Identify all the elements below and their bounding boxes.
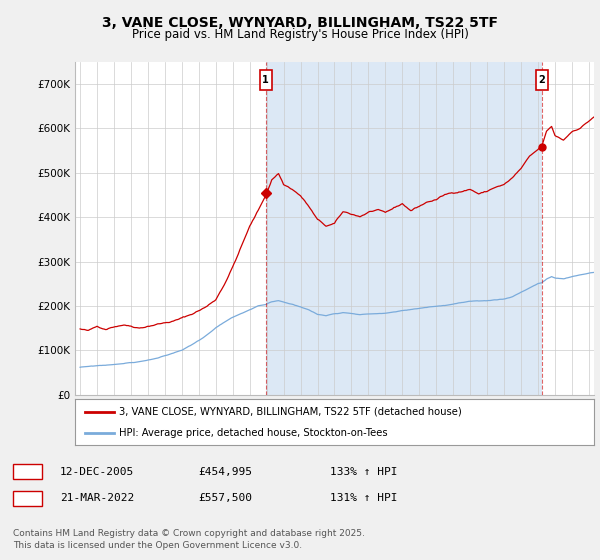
- Text: 131% ↑ HPI: 131% ↑ HPI: [330, 493, 398, 503]
- Bar: [266, 62, 542, 395]
- Text: 3, VANE CLOSE, WYNYARD, BILLINGHAM, TS22 5TF (detached house): 3, VANE CLOSE, WYNYARD, BILLINGHAM, TS22…: [119, 407, 462, 417]
- Text: 1: 1: [24, 466, 31, 477]
- FancyBboxPatch shape: [260, 70, 272, 90]
- Text: 1: 1: [262, 75, 269, 85]
- Text: 2: 2: [538, 75, 545, 85]
- Text: £454,995: £454,995: [198, 466, 252, 477]
- Text: £557,500: £557,500: [198, 493, 252, 503]
- Text: HPI: Average price, detached house, Stockton-on-Tees: HPI: Average price, detached house, Stoc…: [119, 428, 388, 438]
- FancyBboxPatch shape: [536, 70, 548, 90]
- Text: Contains HM Land Registry data © Crown copyright and database right 2025.
This d: Contains HM Land Registry data © Crown c…: [13, 529, 365, 550]
- Text: 133% ↑ HPI: 133% ↑ HPI: [330, 466, 398, 477]
- Text: 21-MAR-2022: 21-MAR-2022: [60, 493, 134, 503]
- Text: 3, VANE CLOSE, WYNYARD, BILLINGHAM, TS22 5TF: 3, VANE CLOSE, WYNYARD, BILLINGHAM, TS22…: [102, 16, 498, 30]
- Text: 12-DEC-2005: 12-DEC-2005: [60, 466, 134, 477]
- Text: 2: 2: [24, 493, 31, 503]
- Text: Price paid vs. HM Land Registry's House Price Index (HPI): Price paid vs. HM Land Registry's House …: [131, 28, 469, 41]
